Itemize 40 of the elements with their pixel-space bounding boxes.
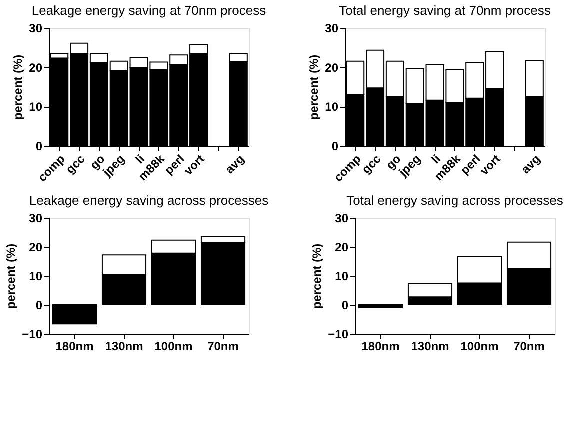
- y-tick-label: 20: [335, 240, 349, 254]
- y-tick-label: 0: [342, 298, 349, 312]
- x-tick-label: avg: [222, 152, 248, 177]
- x-tick-label: 130nm: [105, 340, 144, 354]
- y-tick-label: 0: [36, 298, 43, 312]
- y-axis-title: percent (%): [11, 54, 26, 120]
- y-tick-label: 30: [325, 22, 339, 36]
- chart-title: Total energy saving at 70nm process: [339, 3, 552, 18]
- chart-title: Leakage energy saving across processes: [29, 193, 270, 208]
- x-tick-label: 180nm: [56, 340, 94, 354]
- y-tick-label: 10: [335, 270, 349, 284]
- y-tick-label: 30: [335, 212, 349, 226]
- y-tick-label: −10: [22, 328, 43, 342]
- y-tick-label: 0: [36, 140, 43, 154]
- x-tick-label: 70nm: [514, 340, 545, 354]
- y-tick-label: 0: [332, 140, 339, 154]
- y-tick-label: −10: [328, 328, 349, 342]
- y-tick-label: 10: [325, 100, 339, 114]
- bar: [358, 304, 404, 308]
- x-tick-label: 100nm: [154, 340, 193, 354]
- y-tick-label: 20: [29, 60, 43, 75]
- x-tick-label: gcc: [63, 152, 88, 177]
- y-tick-label: 30: [29, 22, 43, 36]
- y-tick-label: 20: [29, 240, 43, 254]
- y-tick-label: 30: [29, 212, 43, 226]
- y-tick-label: 10: [29, 100, 43, 114]
- bar: [52, 304, 98, 325]
- y-tick-label: 20: [325, 60, 339, 75]
- x-tick-label: 100nm: [460, 340, 499, 354]
- y-axis-title: percent (%): [4, 244, 18, 310]
- y-axis-title: percent (%): [307, 54, 322, 120]
- x-tick-label: 70nm: [208, 340, 239, 354]
- y-axis-title: percent (%): [310, 244, 324, 310]
- x-tick-label: gcc: [359, 152, 384, 177]
- chart-title: Total energy saving across processes: [346, 193, 564, 208]
- x-tick-label: 130nm: [411, 340, 450, 354]
- x-tick-label: 180nm: [362, 340, 400, 354]
- chart-title: Leakage energy saving at 70nm process: [32, 3, 267, 18]
- x-tick-label: avg: [518, 152, 544, 177]
- y-tick-label: 10: [29, 270, 43, 284]
